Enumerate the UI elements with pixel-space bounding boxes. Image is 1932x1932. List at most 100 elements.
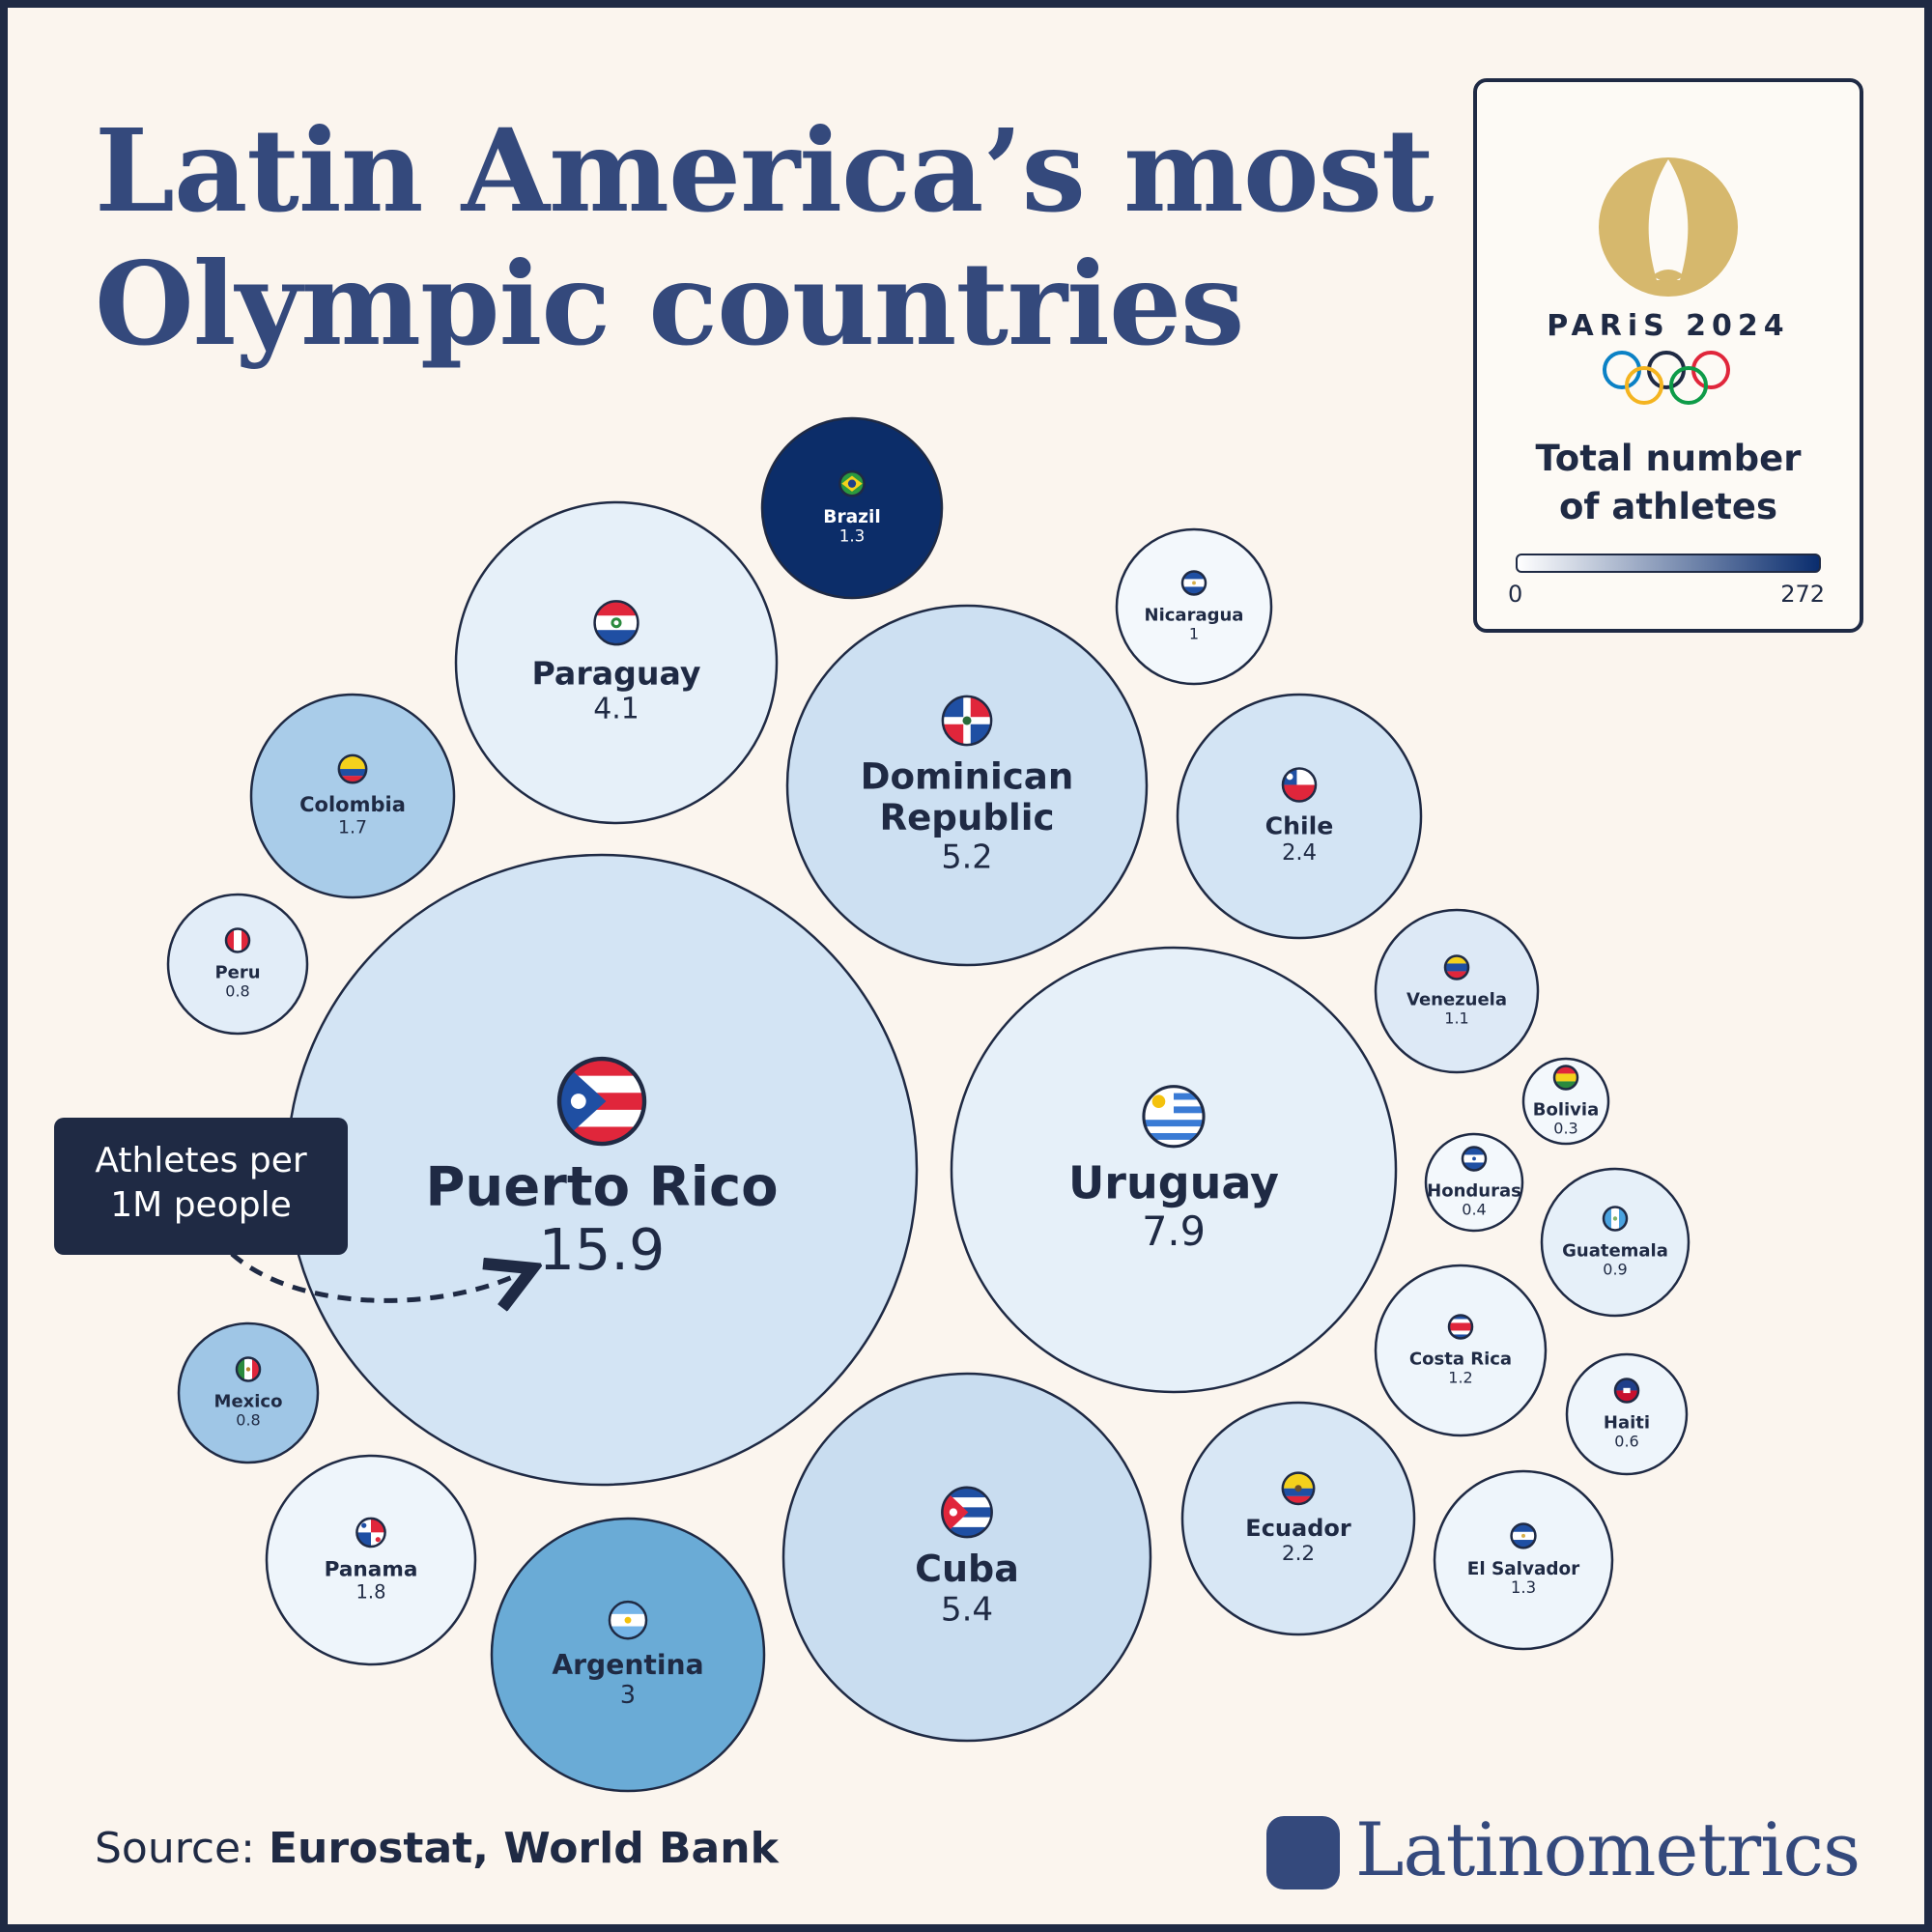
bubble-value: 0.9	[1603, 1260, 1627, 1278]
ecuador-flag-icon	[1281, 1471, 1316, 1506]
bubble-circle	[490, 1517, 766, 1793]
bubble-label: Mexico	[214, 1392, 283, 1412]
honduras-flag-icon	[1461, 1146, 1488, 1172]
annotation-arrow	[230, 1252, 515, 1300]
argentina-flag-icon	[608, 1600, 648, 1640]
bubble-circle	[760, 416, 944, 600]
annotation-line-1: Athletes per	[95, 1141, 307, 1180]
bubble-value: 15.9	[539, 1217, 666, 1283]
bubble-label: Cuba	[915, 1548, 1019, 1590]
puerto-rico-flag-icon	[556, 1056, 647, 1147]
olympic-flame-icon	[1599, 157, 1738, 297]
bubble-value: 2.2	[1282, 1542, 1315, 1566]
bubble-label: Nicaragua	[1145, 606, 1244, 626]
olympic-rings-icon	[1603, 351, 1730, 405]
bubble-label: Argentina	[552, 1649, 703, 1681]
bubble-circle	[177, 1321, 320, 1464]
brand: Latinometrics	[1259, 1806, 1877, 1899]
bubble-circle	[454, 500, 779, 825]
dominican-republic-flag-icon	[941, 695, 993, 747]
bubble-value: 0.8	[225, 981, 249, 1000]
bubble-circle	[265, 1454, 477, 1666]
bubble-chart: Puerto Rico15.9Uruguay7.9Cuba5.4Dominica…	[166, 416, 1690, 1793]
guatemala-flag-icon	[1602, 1206, 1629, 1232]
bubble-label: Chile	[1265, 811, 1334, 839]
paris-2024-logo: PARiS 2024	[1547, 157, 1784, 405]
color-scale-max: 272	[1780, 581, 1825, 608]
bubble-label: Venezuela	[1406, 990, 1507, 1010]
bubble-value: 1.8	[356, 1580, 386, 1603]
bubble-circle	[249, 693, 456, 899]
color-scale-bar	[1516, 554, 1821, 573]
bubble-circle	[1176, 693, 1423, 940]
nicaragua-flag-icon	[1180, 570, 1208, 596]
bubble-circle	[1374, 1264, 1548, 1437]
venezuela-flag-icon	[1443, 954, 1470, 980]
color-scale-min: 0	[1508, 581, 1523, 608]
bubble-value: 1.2	[1448, 1368, 1472, 1386]
costa-rica-flag-icon	[1447, 1314, 1474, 1340]
bubble-label: Colombia	[299, 793, 406, 816]
annotation-line-2: 1M people	[110, 1185, 292, 1225]
source-names: Eurostat, World Bank	[268, 1824, 779, 1873]
source-note: Source: Eurostat, World Bank	[95, 1824, 779, 1873]
mexico-flag-icon	[235, 1356, 262, 1382]
bubble-circle	[1565, 1352, 1689, 1476]
brand-name: Latinometrics	[1355, 1806, 1861, 1892]
bubble-value: 0.8	[236, 1410, 260, 1429]
source-prefix: Source:	[95, 1824, 269, 1873]
bubble-circle	[1521, 1057, 1610, 1146]
haiti-flag-icon	[1613, 1378, 1640, 1404]
bubble-circle	[781, 1372, 1152, 1743]
title-line-2: Olympic countries	[95, 237, 1244, 371]
bubble-circle	[166, 893, 309, 1036]
bubble-value: 0.6	[1614, 1432, 1638, 1450]
bubble-circle	[1374, 908, 1540, 1074]
paraguay-flag-icon	[593, 600, 639, 646]
bubble-value: 5.4	[941, 1590, 993, 1629]
bubble-circle	[1540, 1167, 1690, 1318]
page-title: Latin America’s most Olympic countries	[95, 104, 1435, 371]
legend-title: Total number of athletes	[1477, 435, 1860, 531]
bubble-label: Dominican	[861, 754, 1074, 797]
bubble-label: Costa Rica	[1409, 1350, 1512, 1370]
legend-title-line-2: of athletes	[1559, 486, 1777, 527]
bubble-value: 4.1	[593, 693, 639, 726]
bubble-value: 0.4	[1462, 1200, 1486, 1218]
peru-flag-icon	[224, 927, 251, 953]
bolivia-flag-icon	[1552, 1065, 1579, 1091]
bubble-value: 1.7	[338, 816, 367, 838]
bubble-value: 5.2	[941, 838, 992, 875]
chile-flag-icon	[1281, 767, 1318, 803]
cuba-flag-icon	[941, 1486, 993, 1539]
brazil-flag-icon	[838, 469, 866, 497]
bubble-circle	[1424, 1132, 1524, 1233]
bubble-label: Brazil	[823, 507, 880, 527]
bubble-circle	[1115, 527, 1273, 686]
bubble-circle	[950, 946, 1398, 1394]
infographic-frame: Latin America’s most Olympic countries P…	[8, 8, 1924, 1924]
bubble-circle	[1433, 1469, 1614, 1651]
bubble-value: 2.4	[1282, 840, 1317, 866]
uruguay-flag-icon	[1142, 1085, 1206, 1149]
bubble-circle	[785, 604, 1149, 967]
bubble-value: 0.3	[1553, 1119, 1577, 1137]
